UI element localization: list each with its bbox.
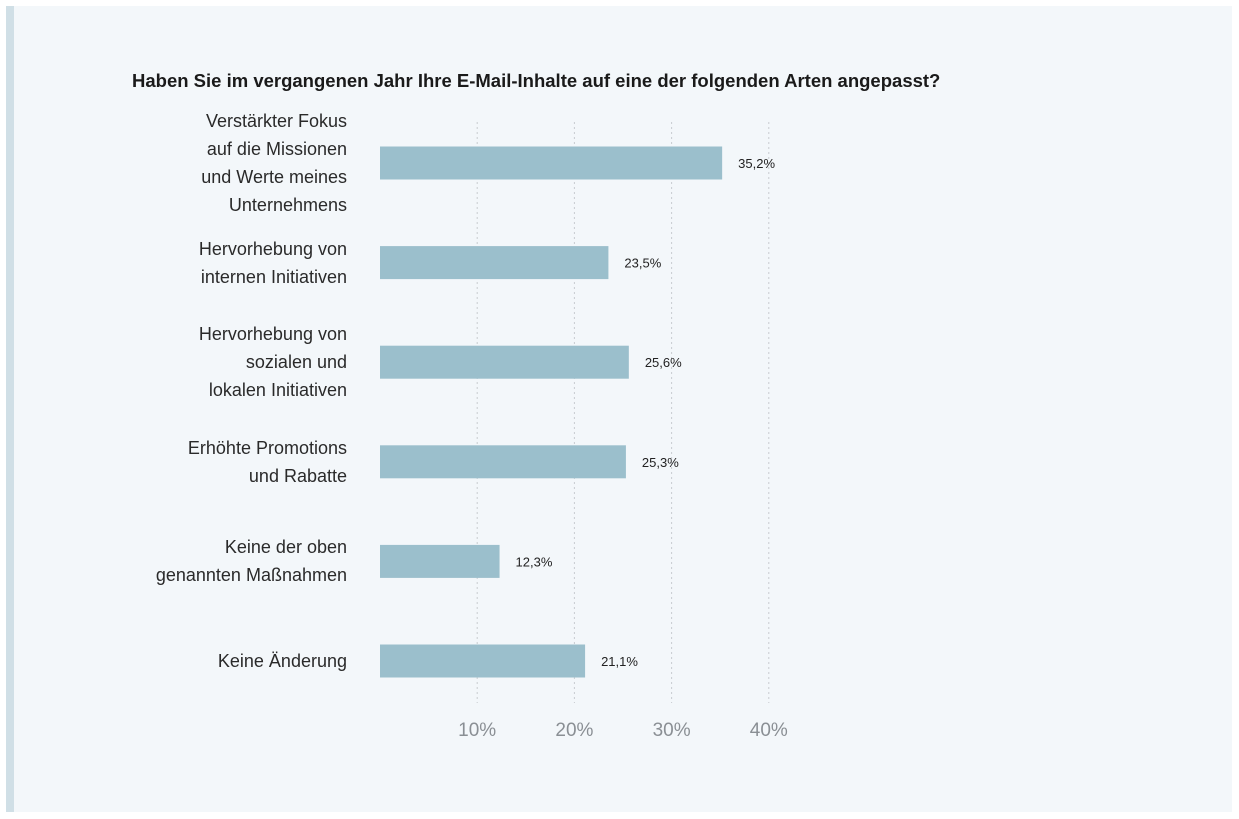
bar-chart: 10% 20% 30% 40% 35,2% 23,5% 25,6% 25,3% 12,3% 21,… bbox=[380, 122, 788, 741]
x-tick-label: 20% bbox=[555, 720, 593, 741]
bar bbox=[380, 146, 723, 180]
bar-value-label: 12,3% bbox=[516, 554, 553, 569]
category-label: Hervorhebung von sozialen und lokalen In… bbox=[198, 324, 347, 401]
chart-card: Haben Sie im vergangenen Jahr Ihre E-Mai… bbox=[6, 6, 1232, 812]
bar bbox=[380, 246, 609, 280]
bar-value-label: 25,3% bbox=[642, 455, 679, 470]
category-label: Erhöhte Promotions und Rabatte bbox=[187, 437, 347, 486]
chart-title: Haben Sie im vergangenen Jahr Ihre E-Mai… bbox=[132, 70, 941, 91]
bar bbox=[380, 644, 586, 678]
bar-value-label: 35,2% bbox=[738, 156, 775, 171]
x-tick-label: 10% bbox=[458, 720, 496, 741]
category-label: Keine Änderung bbox=[217, 651, 347, 671]
category-label: Verstärkter Fokus auf die Missionen und … bbox=[201, 111, 347, 215]
bar bbox=[380, 445, 626, 479]
bar-value-label: 25,6% bbox=[645, 355, 682, 370]
bar bbox=[380, 345, 629, 379]
card-accent-bar bbox=[6, 6, 14, 812]
x-tick-label: 30% bbox=[653, 720, 691, 741]
bar-value-label: 21,1% bbox=[601, 654, 638, 669]
bar-value-label: 23,5% bbox=[624, 256, 661, 271]
category-label: Hervorhebung von internen Initiativen bbox=[198, 238, 347, 287]
x-tick-label: 40% bbox=[750, 720, 788, 741]
category-label: Keine der oben genannten Maßnahmen bbox=[155, 537, 347, 586]
bar bbox=[380, 544, 500, 578]
